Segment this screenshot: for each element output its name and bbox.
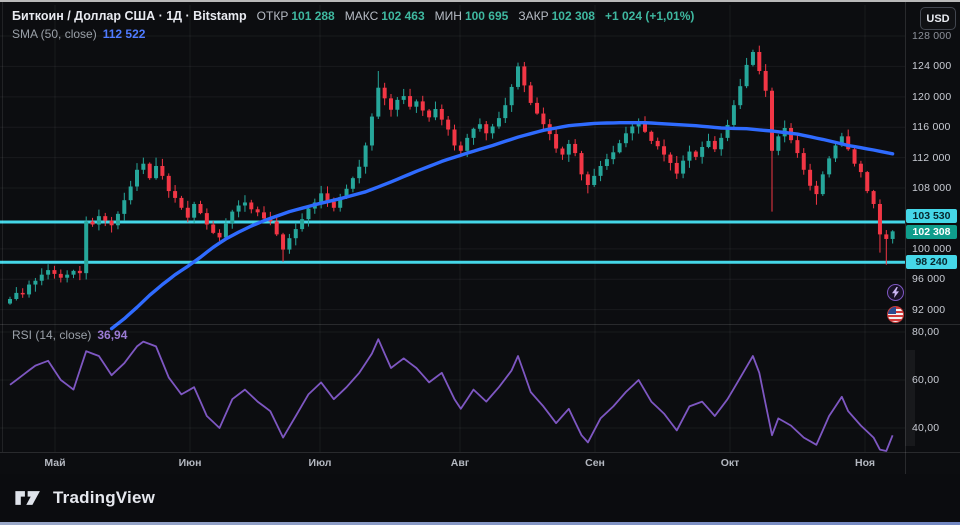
price-tick-label: 96 000	[912, 273, 946, 286]
footer-bar: TradingView	[0, 474, 960, 522]
month-label: Ноя	[855, 457, 875, 469]
sma-value: 112 522	[102, 27, 146, 41]
ohlc-high: МАКС 102 463	[344, 9, 425, 23]
price-tick-label: 120 000	[912, 90, 952, 103]
sma-label: SMA (50, close)	[12, 27, 97, 41]
symbol-title[interactable]: Биткоин / Доллар США · 1Д · Bitstamp	[12, 9, 247, 23]
tradingview-logo-mark	[15, 491, 40, 505]
price-scale-separator	[905, 2, 906, 474]
price-tick-label: 124 000	[912, 60, 952, 73]
quick-actions	[887, 284, 904, 323]
rsi-legend[interactable]: RSI (14, close) 36,94	[12, 328, 127, 342]
month-label: Сен	[585, 457, 605, 469]
price-tick-label: 112 000	[912, 151, 951, 164]
price-scale[interactable]: 128 000 124 000 120 000 116 000 112 000 108 0…	[905, 2, 960, 474]
change-value: +1 024 (+1,01%)	[604, 9, 695, 23]
price-tick-label: 116 000	[912, 121, 951, 134]
price-level-badge: 98 240	[906, 255, 957, 270]
boost-icon[interactable]	[887, 284, 904, 301]
price-tick-label: 108 000	[912, 182, 952, 195]
tradingview-logo[interactable]: TradingView	[14, 487, 155, 509]
rsi-tick-label: 40,00	[912, 422, 940, 434]
price-level-badge: 103 530	[906, 209, 957, 223]
sma-legend[interactable]: SMA (50, close) 112 522	[12, 27, 145, 41]
rsi-tick-label: 60,00	[912, 374, 940, 386]
month-label: Май	[44, 457, 66, 469]
month-label: Авг	[450, 457, 470, 469]
month-label: Окт	[720, 457, 740, 469]
month-label: Июл	[308, 457, 332, 469]
ohlc-close: ЗАКР 102 308	[518, 9, 595, 23]
ohlc-open: ОТКР 101 288	[256, 9, 335, 23]
chart-svg	[0, 5, 905, 452]
tradingview-logo-text: TradingView	[53, 488, 156, 507]
time-axis[interactable]: Май Июн Июл Авг Сен Окт Ноя	[0, 452, 905, 474]
time-axis-separator	[0, 452, 960, 453]
symbol-legend[interactable]: Биткоин / Доллар США · 1Д · Bitstamp ОТК…	[12, 9, 694, 23]
rsi-tick-label: 80,00	[912, 326, 940, 338]
price-tick-label: 100 000	[912, 242, 952, 255]
currency-toggle-button[interactable]: USD	[920, 7, 956, 30]
rsi-value: 36,94	[97, 328, 128, 342]
left-edge-line	[2, 2, 3, 452]
last-price-badge: 102 308	[906, 225, 957, 240]
ohlc-low: МИН 100 695	[434, 9, 509, 23]
rsi-scale-band	[905, 350, 915, 446]
month-label: Июн	[178, 457, 202, 469]
pane-separator[interactable]	[0, 324, 960, 325]
price-tick-label: 92 000	[912, 303, 946, 316]
price-tick-label: 128 000	[912, 30, 952, 43]
rsi-label: RSI (14, close)	[12, 328, 92, 342]
us-flag-icon[interactable]	[887, 306, 904, 323]
chart-canvas[interactable]: Биткоин / Доллар США · 1Д · Bitstamp ОТК…	[0, 2, 960, 474]
bottom-accent-strip	[0, 522, 960, 525]
